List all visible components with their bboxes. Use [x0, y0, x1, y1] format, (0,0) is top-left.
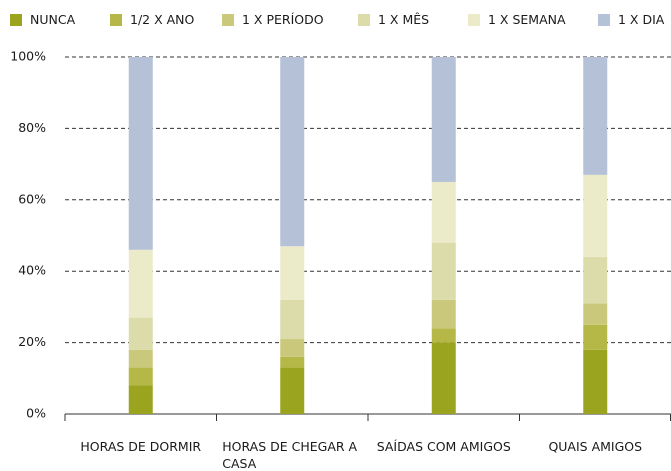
bar-segment [583, 349, 608, 414]
bar-segment [583, 256, 608, 304]
bar-segment [128, 249, 153, 318]
legend-label: NUNCA [30, 12, 76, 27]
x-tick-label-box: HORAS DE CHEGAR A CASA [217, 438, 369, 471]
legend-label: 1 X SEMANA [488, 12, 566, 27]
bar-segment [431, 299, 456, 329]
legend-label: 1/2 X ANO [130, 12, 195, 27]
x-tick-label: QUAIS AMIGOS [548, 439, 643, 454]
x-tick-label: HORAS DE DORMIR [80, 439, 202, 454]
y-tick-label: 20% [18, 334, 46, 349]
bar-segment [128, 367, 153, 386]
bar-segment [583, 303, 608, 325]
bar-segment [128, 317, 153, 350]
bar-segment [280, 339, 305, 357]
x-tick-label-box: SAÍDAS COM AMIGOS [368, 438, 520, 455]
x-tick-label: HORAS DE CHEGAR A CASA [222, 439, 358, 471]
legend-swatch [468, 14, 480, 26]
x-tick-label-box: HORAS DE DORMIR [65, 438, 217, 455]
legend-label: 1 X MÊS [378, 12, 429, 27]
bar-segment [280, 299, 305, 340]
bar-segment [280, 356, 305, 368]
legend-label: 1 X PERÍODO [242, 12, 324, 27]
bar-segment [431, 342, 456, 414]
bar-segment [431, 57, 456, 182]
legend-swatch [110, 14, 122, 26]
bar-segment [128, 349, 153, 368]
x-tick-label: SAÍDAS COM AMIGOS [376, 439, 511, 454]
y-tick-label: 0% [26, 406, 46, 421]
legend-swatch [598, 14, 610, 26]
legend-label: 1 X DIA [618, 12, 665, 27]
bar-segment [431, 242, 456, 300]
y-tick-label: 80% [18, 120, 46, 135]
y-tick-label: 40% [18, 263, 46, 278]
bar-segment [583, 57, 608, 175]
bar-segment [583, 324, 608, 350]
bar-segment [128, 385, 153, 414]
bar-segment [280, 246, 305, 300]
legend-swatch [10, 14, 22, 26]
legend-swatch [358, 14, 370, 26]
legend-swatch [222, 14, 234, 26]
bar-segment [280, 57, 305, 247]
y-tick-label: 60% [18, 191, 46, 206]
bar-segment [431, 328, 456, 343]
bar-segment [280, 367, 305, 414]
bar-segment [431, 181, 456, 243]
x-tick-label-box: QUAIS AMIGOS [520, 438, 671, 455]
bar-segment [583, 174, 608, 257]
y-tick-label: 100% [10, 49, 46, 64]
bar-segment [128, 57, 153, 250]
